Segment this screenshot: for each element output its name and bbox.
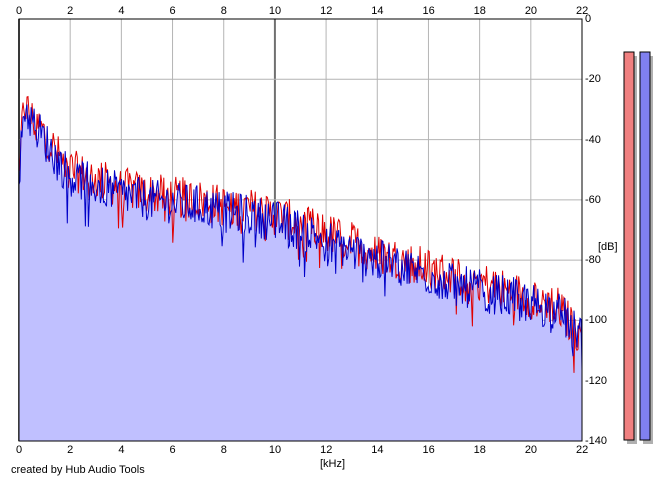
x-tick-label-bottom: 18 (473, 444, 486, 456)
y-tick-label: -60 (585, 193, 601, 206)
x-tick-label-top: 4 (118, 5, 125, 17)
y-axis-label: [dB] (598, 241, 618, 253)
x-tick-label-top: 6 (169, 5, 176, 17)
x-tick-label-bottom: 6 (169, 444, 176, 456)
x-tick-label-top: 0 (16, 5, 23, 17)
x-axis-label: [kHz] (320, 458, 346, 470)
x-tick-label-bottom: 20 (524, 444, 538, 456)
x-tick-label-top: 22 (576, 5, 589, 17)
x-tick-label-bottom: 4 (118, 444, 125, 456)
x-tick-label-top: 12 (320, 5, 333, 17)
y-tick-label: 0 (585, 13, 592, 25)
y-tick-label: -140 (585, 435, 608, 447)
y-tick-label: -80 (585, 254, 601, 267)
x-tick-label-top: 16 (422, 5, 435, 17)
x-tick-label-top: 2 (67, 5, 74, 17)
x-tick-label-bottom: 22 (576, 444, 589, 456)
plot-border (18, 18, 583, 442)
x-tick-label-bottom: 8 (220, 444, 227, 456)
right-level-meter (639, 51, 651, 441)
x-tick-label-bottom: 14 (371, 444, 384, 456)
x-tick-label-bottom: 16 (422, 444, 435, 456)
x-tick-label-top: 8 (220, 5, 227, 17)
x-tick-label-top: 14 (371, 5, 384, 17)
left-level-meter (623, 51, 635, 441)
x-tick-label-bottom: 10 (268, 444, 282, 456)
x-tick-label-bottom: 12 (320, 444, 333, 456)
y-tick-label: -120 (585, 374, 608, 387)
x-tick-label-top: 20 (524, 5, 538, 17)
x-tick-label-bottom: 2 (67, 444, 74, 456)
x-tick-label-top: 10 (268, 5, 282, 17)
x-tick-label-bottom: 0 (16, 444, 23, 456)
x-tick-label-top: 18 (473, 5, 486, 17)
left-channel-line (18, 95, 583, 373)
y-tick-label: -100 (585, 314, 608, 327)
y-tick-label: -20 (585, 73, 601, 86)
spectrum-fill (19, 104, 582, 442)
credit-text: created by Hub Audio Tools (11, 464, 145, 476)
right-channel-line (18, 104, 583, 371)
y-tick-label: -40 (585, 133, 601, 146)
